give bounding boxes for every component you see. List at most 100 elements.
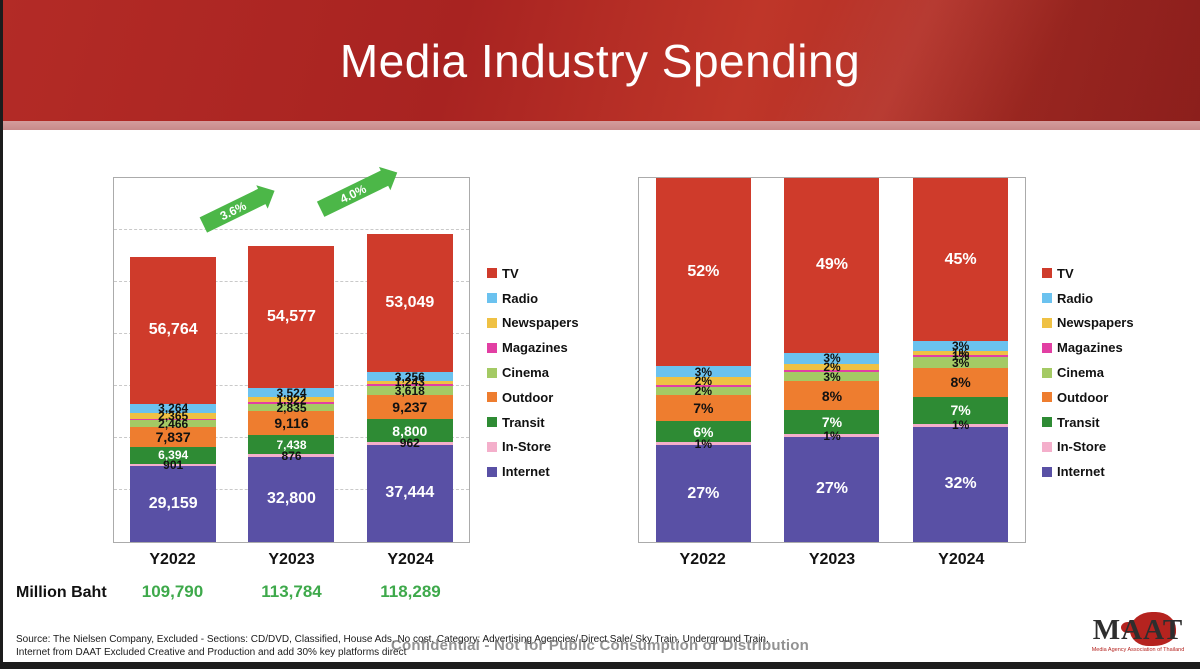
stacked-bar-y2023: 49% 3% 2% 3% 8% 7% 1% 27% xyxy=(784,178,880,542)
x-axis-label-y2024: Y2024 xyxy=(387,551,434,568)
segment-tv: 53,049 xyxy=(366,234,453,373)
legend-item-in-store: In-Store xyxy=(487,435,579,460)
segment-newspapers: 2% xyxy=(655,375,751,387)
stacked-bar-y2022: 52% 3% 2% 2% 7% 6% 1% 27% xyxy=(655,178,751,542)
segment-label: 7,837 xyxy=(155,429,191,445)
source-line-1: Source: The Nielsen Company, Excluded - … xyxy=(16,634,769,645)
segment-label: 3% xyxy=(823,351,841,366)
segment-transit: 7,438 xyxy=(248,435,335,455)
segment-label: 8% xyxy=(950,374,971,391)
legend-label: Newspapers xyxy=(1057,315,1134,331)
legend-label: Magazines xyxy=(502,340,568,356)
legend-item-cinema: Cinema xyxy=(487,360,579,385)
legend-label: Cinema xyxy=(502,365,549,381)
segment-label: 3% xyxy=(694,364,712,379)
segment-magazines xyxy=(366,384,453,386)
total-y2023: 113,784 xyxy=(261,582,322,601)
legend-label: Internet xyxy=(1057,464,1105,480)
legend-label: Transit xyxy=(502,414,545,430)
legend-item-tv: TV xyxy=(487,261,579,286)
segment-tv: 54,577 xyxy=(248,246,335,389)
legend-swatch-icon xyxy=(1042,466,1052,477)
legend-label: Transit xyxy=(1057,414,1100,430)
legend-item-internet: Internet xyxy=(487,459,579,484)
segment-label: 56,764 xyxy=(148,321,198,339)
legend-swatch-icon xyxy=(1042,441,1052,452)
x-axis-label-y2023: Y2023 xyxy=(808,551,856,568)
header-banner: Media Industry Spending xyxy=(0,0,1200,121)
segment-label: 53,049 xyxy=(385,294,435,312)
segment-internet: 32,800 xyxy=(248,456,335,542)
spending-share-chart: 52% 3% 2% 2% 7% 6% 1% 27% 49% 3% 2% 3% 8% 7% 1% 27% 45% 3… xyxy=(638,177,1026,543)
segment-label: 7% xyxy=(693,400,714,417)
value-chart-x-axis: Y2022 Y2023 Y2024 xyxy=(113,551,470,569)
confidential-watermark: Confidential - Not for Public Consumptio… xyxy=(390,637,810,654)
stacked-bar-y2024: 45% 3% 1% 1% 3% 8% 7% 1% 32% xyxy=(913,178,1009,542)
segment-cinema: 3% xyxy=(913,355,1009,370)
x-axis-label-y2022: Y2022 xyxy=(679,551,726,568)
segment-label: 3% xyxy=(951,355,970,370)
stacked-bar-y2022: 56,764 3,264 2,365 2,466 7,837 6,394 901 29,159 xyxy=(130,256,217,542)
legend-item-outdoor: Outdoor xyxy=(1042,385,1134,410)
share-chart-legend: TV Radio Newspapers Magazines Cinema Outdoor T… xyxy=(1042,261,1134,484)
segment-label: 8% xyxy=(821,387,843,404)
legend-item-newspapers: Newspapers xyxy=(1042,311,1134,336)
segment-cinema: 3% xyxy=(784,371,880,383)
legend-swatch-icon xyxy=(487,417,497,428)
segment-transit: 7% xyxy=(913,396,1009,424)
legend-swatch-icon xyxy=(487,317,497,328)
segment-outdoor: 7,837 xyxy=(130,426,217,448)
segment-cinema: 2,835 xyxy=(248,402,335,414)
segment-label: 37,444 xyxy=(385,484,435,502)
segment-label: 6,394 xyxy=(158,448,189,463)
segment-label: 6% xyxy=(693,423,714,440)
legend-item-radio: Radio xyxy=(1042,286,1134,311)
segment-radio: 3,256 xyxy=(366,371,453,383)
segment-outdoor: 8% xyxy=(784,381,880,411)
segment-outdoor: 9,237 xyxy=(366,395,453,420)
x-axis-label-y2023: Y2023 xyxy=(268,551,315,568)
spending-value-chart: 3.6% 4.0% 56,764 3,264 2,365 2,466 7,837 6,39… xyxy=(113,170,470,543)
legend-item-transit: Transit xyxy=(1042,410,1134,435)
segment-radio: 3,264 xyxy=(130,402,217,414)
legend-label: In-Store xyxy=(1057,439,1107,455)
legend-item-magazines: Magazines xyxy=(487,335,579,360)
legend-swatch-icon xyxy=(1042,268,1052,279)
legend-label: Outdoor xyxy=(1057,389,1109,405)
segment-label: 8,800 xyxy=(392,422,428,439)
legend-item-internet: Internet xyxy=(1042,459,1134,484)
legend-label: TV xyxy=(1057,265,1074,281)
logo-subtext: Media Agency Association of Thailand xyxy=(1091,647,1185,653)
legend-swatch-icon xyxy=(487,367,497,378)
gridline xyxy=(114,229,469,230)
segment-cinema: 2% xyxy=(655,385,751,397)
legend-label: Radio xyxy=(1057,290,1094,306)
segment-label: 7% xyxy=(821,414,843,431)
segment-magazines xyxy=(130,418,217,421)
segment-internet: 37,444 xyxy=(366,444,453,542)
maat-logo: MAAT Media Agency Association of Thailan… xyxy=(1086,612,1190,658)
header-accent-band xyxy=(0,121,1200,130)
value-chart-totals: 109,790 113,784 118,289 xyxy=(113,582,470,602)
value-chart-legend: TV Radio Newspapers Magazines Cinema Outdoor T… xyxy=(487,261,579,484)
segment-tv: 52% xyxy=(655,178,751,367)
segment-radio: 3,524 xyxy=(248,387,335,399)
logo-text: MAAT xyxy=(1092,614,1184,646)
segment-label: 7,438 xyxy=(276,437,307,452)
segment-label: 27% xyxy=(815,480,848,498)
legend-item-in-store: In-Store xyxy=(1042,435,1134,460)
segment-label: 32% xyxy=(944,475,977,493)
segment-label: 52% xyxy=(687,263,720,281)
segment-radio: 3% xyxy=(913,340,1009,352)
segment-outdoor: 7% xyxy=(655,395,751,422)
legend-swatch-icon xyxy=(1042,392,1052,403)
segment-tv: 49% xyxy=(784,178,880,353)
segment-transit: 8,800 xyxy=(366,419,453,443)
segment-transit: 6,394 xyxy=(130,447,217,464)
segment-label: 54,577 xyxy=(267,308,316,326)
legend-label: In-Store xyxy=(502,439,552,455)
legend-label: Magazines xyxy=(1057,340,1123,356)
legend-swatch-icon xyxy=(487,392,497,403)
unit-label: Million Baht xyxy=(16,584,107,601)
